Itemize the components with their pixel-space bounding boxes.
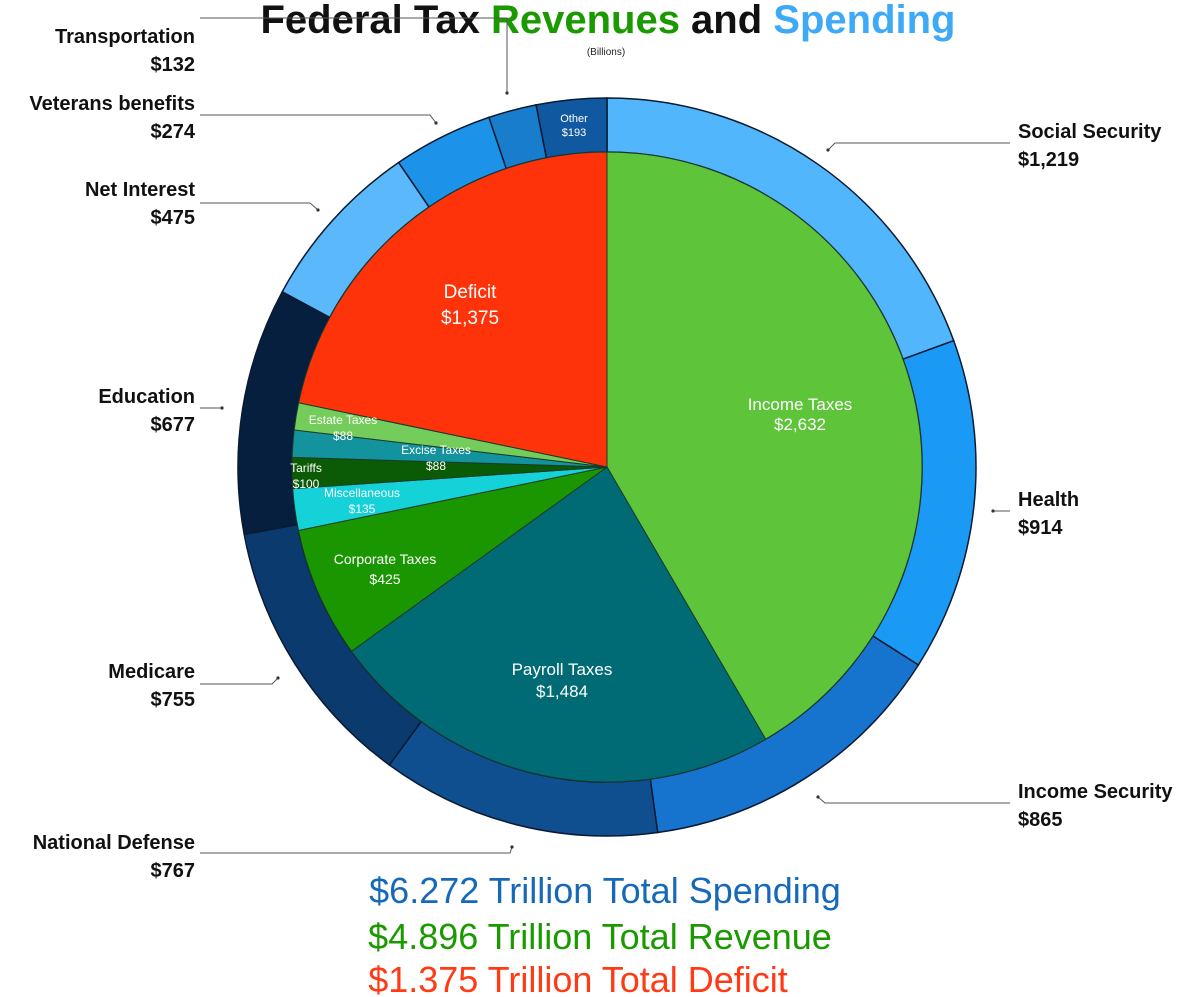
net-interest-leader-dot [316, 208, 320, 212]
medicare-label: Medicare [108, 661, 195, 683]
title-part-3: and [680, 0, 773, 42]
net-interest-leader-line [200, 202, 319, 211]
revenue-pie [291, 151, 923, 783]
spending-ring [237, 97, 977, 837]
health-value: $914 [1018, 517, 1063, 539]
title-part-1: Federal Tax [260, 0, 490, 42]
deficit-label: Deficit [444, 282, 498, 303]
health-label: Health [1018, 489, 1079, 511]
revenue-slice-payroll-taxes [350, 466, 767, 783]
corporate-taxes-value: $425 [369, 571, 400, 587]
tariffs-value: $100 [293, 477, 320, 491]
miscellaneous-value: $135 [349, 502, 376, 516]
slice-labels: Income Taxes$2,632 Payroll Taxes $1,484 Cor… [29, 26, 1173, 882]
income-taxes-label: Income Taxes [748, 395, 853, 414]
revenue-slice-income-taxes [606, 151, 923, 740]
chart-title: Federal Tax Revenues and Spending [260, 0, 955, 42]
deficit-value: $1,375 [441, 308, 499, 329]
national-defense-leader-line [200, 846, 513, 854]
national-defense-label: National Defense [33, 832, 195, 854]
total-revenue: $4.896 Trillion Total Revenue [368, 916, 832, 957]
other-value: $193 [562, 127, 586, 139]
income-taxes-value: $2,632 [774, 415, 826, 434]
veterans-benefits-value: $274 [151, 121, 196, 143]
transportation-label: Transportation [55, 26, 195, 48]
estate-taxes-value: $88 [333, 429, 353, 443]
veterans-benefits-label: Veterans benefits [29, 93, 195, 115]
education-label: Education [98, 386, 195, 408]
revenue-slice-corporate-taxes [297, 466, 608, 652]
medicare-leader-line [200, 677, 279, 685]
social-security-leader-line [827, 142, 1010, 151]
income-security-value: $865 [1018, 809, 1063, 831]
payroll-taxes-label: Payroll Taxes [512, 660, 613, 679]
leader-lines [200, 17, 1010, 854]
veterans-benefits-leader-dot [434, 121, 438, 125]
net-interest-value: $475 [151, 207, 196, 229]
excise-taxes-value: $88 [426, 459, 446, 473]
excise-taxes-label: Excise Taxes [401, 443, 471, 457]
estate-taxes-label: Estate Taxes [309, 413, 377, 427]
social-security-leader-dot [826, 148, 830, 152]
transportation-value: $132 [151, 54, 196, 76]
social-security-value: $1,219 [1018, 149, 1079, 171]
tariffs-label: Tariffs [290, 461, 322, 475]
health-leader-dot [991, 509, 995, 513]
corporate-taxes-label: Corporate Taxes [334, 551, 436, 567]
income-security-leader-line [817, 796, 1010, 804]
education-value: $677 [151, 414, 196, 436]
national-defense-leader-dot [510, 845, 514, 849]
title-revenues: Revenues [491, 0, 680, 42]
other-label: Other [560, 113, 588, 125]
total-spending: $6.272 Trillion Total Spending [369, 870, 841, 911]
miscellaneous-label: Miscellaneous [324, 486, 400, 500]
transportation-leader-dot [505, 91, 509, 95]
social-security-label: Social Security [1018, 121, 1162, 143]
chart-subtitle: (Billions) [587, 47, 625, 58]
total-deficit: $1.375 Trillion Total Deficit [368, 959, 788, 997]
transportation-leader-line [200, 17, 508, 93]
national-defense-value: $767 [151, 860, 196, 882]
income-security-label: Income Security [1018, 781, 1173, 803]
net-interest-label: Net Interest [85, 179, 195, 201]
medicare-value: $755 [151, 689, 196, 711]
title-spending: Spending [773, 0, 955, 42]
payroll-taxes-value: $1,484 [536, 682, 588, 701]
revenue-slice-deficit [298, 151, 608, 468]
medicare-leader-dot [276, 676, 280, 680]
income-security-leader-dot [816, 795, 820, 799]
veterans-benefits-leader-line [200, 114, 437, 124]
education-leader-dot [220, 406, 224, 410]
